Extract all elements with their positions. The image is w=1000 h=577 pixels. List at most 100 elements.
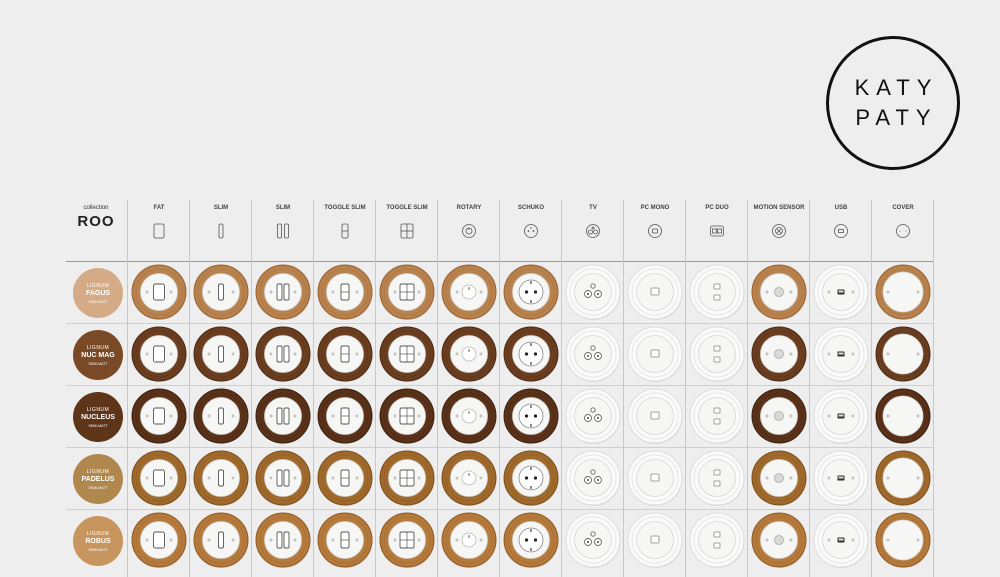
row-divider	[66, 509, 934, 510]
product-pcduo[interactable]	[689, 388, 745, 444]
product-rotary[interactable]	[441, 512, 497, 568]
product-pcduo[interactable]	[689, 326, 745, 382]
product-slim[interactable]	[193, 388, 249, 444]
usb-icon	[833, 223, 849, 244]
product-usb[interactable]	[813, 326, 869, 382]
finish-swatch: LIGNUM NUC MAG SEMI-MATT	[73, 330, 123, 380]
product-pcmono[interactable]	[627, 450, 683, 506]
product-cover[interactable]	[875, 450, 931, 506]
product-tv[interactable]	[565, 264, 621, 320]
product-slim[interactable]	[193, 264, 249, 320]
column-label: FAT	[153, 205, 165, 211]
product-cover[interactable]	[875, 264, 931, 320]
slim-icon	[213, 223, 229, 244]
product-motion[interactable]	[751, 388, 807, 444]
finish-material: LIGNUM	[86, 468, 110, 475]
product-fat[interactable]	[131, 512, 187, 568]
product-cover[interactable]	[875, 388, 931, 444]
product-slim2[interactable]	[255, 388, 311, 444]
product-pcmono[interactable]	[627, 512, 683, 568]
column-label: MOTION SENSOR	[753, 205, 805, 211]
product-tv[interactable]	[565, 326, 621, 382]
product-toggle2[interactable]	[379, 388, 435, 444]
product-toggle[interactable]	[317, 388, 373, 444]
product-toggle[interactable]	[317, 326, 373, 382]
pcmono-icon	[647, 223, 663, 244]
product-motion[interactable]	[751, 326, 807, 382]
column-divider	[933, 200, 934, 577]
toggle-icon	[337, 223, 353, 244]
product-tv[interactable]	[565, 512, 621, 568]
product-rotary[interactable]	[441, 264, 497, 320]
product-rotary[interactable]	[441, 326, 497, 382]
column-header-motion: MOTION SENSOR	[748, 205, 810, 244]
column-label: SCHUKO	[517, 205, 544, 211]
column-label: TOGGLE SLIM	[386, 205, 428, 211]
product-pcmono[interactable]	[627, 264, 683, 320]
product-tv[interactable]	[565, 450, 621, 506]
product-toggle[interactable]	[317, 450, 373, 506]
product-tv[interactable]	[565, 388, 621, 444]
product-motion[interactable]	[751, 450, 807, 506]
product-pcmono[interactable]	[627, 326, 683, 382]
column-divider	[623, 200, 624, 577]
finish-swatch: LIGNUM FAGUS SEMI-MATT	[73, 268, 123, 318]
product-cover[interactable]	[875, 326, 931, 382]
column-header-rotary: ROTARY	[438, 205, 500, 244]
product-usb[interactable]	[813, 388, 869, 444]
product-schuko[interactable]	[503, 264, 559, 320]
product-slim[interactable]	[193, 450, 249, 506]
product-toggle2[interactable]	[379, 326, 435, 382]
product-usb[interactable]	[813, 512, 869, 568]
product-schuko[interactable]	[503, 388, 559, 444]
schuko-icon	[523, 223, 539, 244]
product-pcmono[interactable]	[627, 388, 683, 444]
product-slim[interactable]	[193, 326, 249, 382]
pcduo-icon	[709, 223, 725, 244]
product-slim[interactable]	[193, 512, 249, 568]
product-fat[interactable]	[131, 450, 187, 506]
product-usb[interactable]	[813, 264, 869, 320]
column-header-cover: COVER	[872, 205, 934, 244]
finish-swatch: LIGNUM NUCLEUS SEMI-MATT	[73, 392, 123, 442]
product-toggle[interactable]	[317, 512, 373, 568]
product-schuko[interactable]	[503, 450, 559, 506]
collection-title: collection ROO	[66, 205, 126, 230]
product-fat[interactable]	[131, 264, 187, 320]
column-label: SLIM	[213, 205, 229, 211]
product-slim2[interactable]	[255, 450, 311, 506]
tv-icon	[585, 223, 601, 244]
fat-icon	[151, 223, 167, 244]
product-rotary[interactable]	[441, 450, 497, 506]
column-label: PC DUO	[705, 205, 729, 211]
slim2-icon	[275, 223, 291, 244]
product-cover[interactable]	[875, 512, 931, 568]
toggle2-icon	[399, 223, 415, 244]
product-usb[interactable]	[813, 450, 869, 506]
column-header-toggle: TOGGLE SLIM	[314, 205, 376, 244]
product-schuko[interactable]	[503, 326, 559, 382]
column-label: USB	[834, 205, 848, 211]
column-header-slim: SLIM	[190, 205, 252, 244]
finish-name: NUCLEUS	[81, 413, 115, 421]
product-pcduo[interactable]	[689, 264, 745, 320]
product-schuko[interactable]	[503, 512, 559, 568]
product-toggle2[interactable]	[379, 264, 435, 320]
product-fat[interactable]	[131, 388, 187, 444]
column-header-usb: USB	[810, 205, 872, 244]
product-motion[interactable]	[751, 264, 807, 320]
finish-material: LIGNUM	[86, 282, 110, 289]
product-toggle[interactable]	[317, 264, 373, 320]
product-pcduo[interactable]	[689, 512, 745, 568]
product-fat[interactable]	[131, 326, 187, 382]
cover-icon	[895, 223, 911, 244]
product-toggle2[interactable]	[379, 512, 435, 568]
product-toggle2[interactable]	[379, 450, 435, 506]
product-slim2[interactable]	[255, 264, 311, 320]
product-rotary[interactable]	[441, 388, 497, 444]
product-slim2[interactable]	[255, 512, 311, 568]
product-slim2[interactable]	[255, 326, 311, 382]
product-motion[interactable]	[751, 512, 807, 568]
product-pcduo[interactable]	[689, 450, 745, 506]
column-label: ROTARY	[456, 205, 482, 211]
